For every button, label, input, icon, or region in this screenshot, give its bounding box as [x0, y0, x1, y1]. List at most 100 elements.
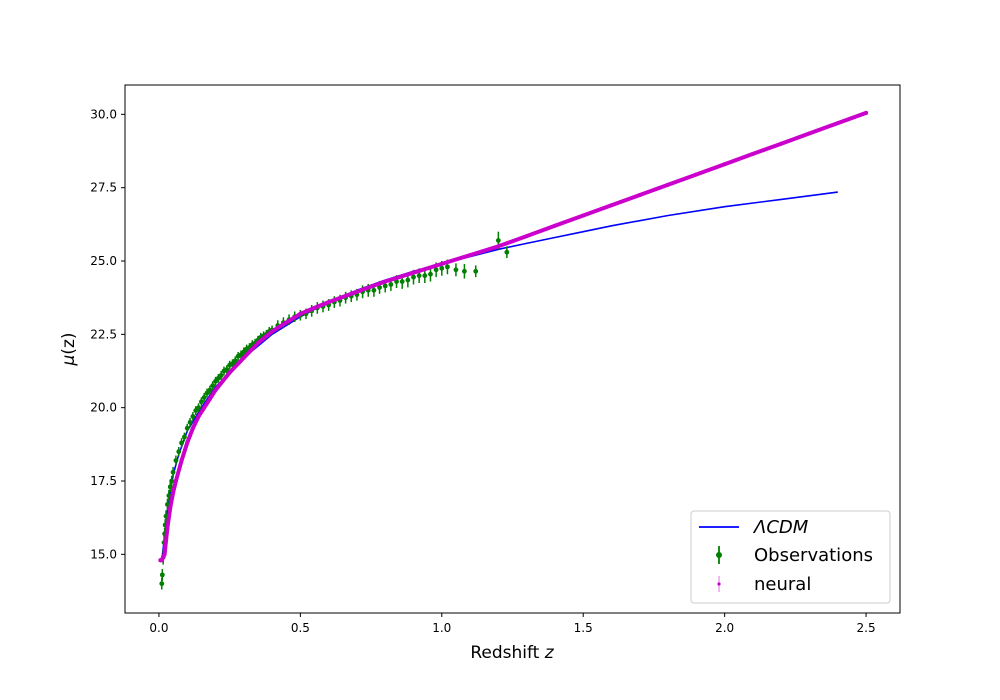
y-tick-label: 22.5 [90, 327, 117, 341]
neural-point [213, 388, 218, 393]
neural-point [227, 370, 232, 375]
legend-observations-label: Observations [754, 545, 873, 566]
legend: ΛCDM Observations neural [690, 510, 891, 604]
neural-point [326, 300, 331, 305]
y-axis-label: μ(z) [59, 332, 79, 366]
observation-point [495, 238, 501, 243]
observation-point [159, 572, 165, 578]
observation-point [184, 425, 190, 431]
x-tick-label: 0.5 [291, 621, 310, 635]
y-tick-label: 30.0 [90, 107, 117, 121]
y-tick-label: 27.5 [90, 181, 117, 195]
neural-point [383, 279, 388, 284]
observation-point [176, 449, 182, 455]
neural-point [779, 141, 784, 146]
observation-point [179, 440, 184, 446]
observation-point [422, 273, 428, 279]
observation-point [388, 282, 394, 287]
neural-point [722, 162, 727, 167]
observation-point [173, 458, 179, 463]
neural-point [609, 203, 614, 208]
x-axis-label-text: Redshift [470, 643, 544, 663]
neural-point [241, 355, 246, 360]
neural-point [312, 305, 317, 310]
neural-point [468, 253, 473, 258]
observation-point [181, 434, 187, 440]
legend-box [690, 510, 891, 604]
neural-point [694, 172, 699, 177]
legend-neural-marker [717, 582, 721, 586]
observation-point [445, 264, 450, 270]
neural-point [581, 213, 586, 218]
neural-point [835, 121, 840, 126]
neural-point [165, 525, 170, 530]
legend-lcdm-label: ΛCDM [752, 517, 809, 538]
x-tick-label: 1.0 [432, 621, 451, 635]
observation-point [210, 383, 216, 389]
observation-point [198, 399, 204, 405]
neural-point [255, 341, 260, 346]
observation-point [428, 271, 433, 277]
neural-point [162, 552, 167, 557]
x-axis-label-var: z [544, 643, 555, 663]
observation-point [159, 581, 165, 587]
observation-point [439, 265, 445, 271]
neural-point [284, 320, 289, 325]
neural-point [666, 182, 671, 187]
neural-point [354, 289, 359, 294]
legend-observations-marker [716, 552, 722, 558]
y-tick-label: 15.0 [90, 547, 117, 561]
observation-point [453, 267, 459, 273]
observation-point [201, 395, 207, 400]
neural-point [171, 490, 176, 495]
observation-point [462, 268, 467, 274]
neural-point [190, 426, 195, 431]
neural-point [159, 558, 164, 563]
observation-point [411, 274, 416, 280]
observation-point [377, 285, 382, 290]
observation-point [399, 279, 405, 284]
y-axis-label-var: μ [59, 355, 79, 367]
observation-point [232, 358, 238, 364]
x-axis: 0.0 0.5 1.0 1.5 2.0 2.5 [149, 613, 876, 635]
neural-point [196, 414, 201, 419]
observation-point [170, 469, 176, 475]
neural-point [185, 440, 190, 445]
observation-point [405, 277, 411, 283]
legend-neural-label: neural [754, 574, 811, 595]
neural-point [439, 261, 444, 266]
neural-point [411, 270, 416, 275]
x-axis-label: Redshift z [470, 643, 554, 663]
observation-point [207, 387, 213, 393]
neural-point [552, 223, 557, 228]
observation-point [433, 267, 439, 273]
observation-point [190, 414, 196, 419]
observation-point [473, 268, 479, 274]
neural-point [637, 193, 642, 197]
y-tick-label: 25.0 [90, 254, 117, 268]
neural-point [179, 458, 184, 463]
neural-point [168, 505, 173, 510]
x-tick-label: 0.0 [149, 621, 168, 635]
x-tick-label: 2.5 [857, 621, 876, 635]
observation-point [166, 493, 172, 499]
x-tick-label: 2.0 [715, 621, 734, 635]
y-axis: 15.0 17.5 20.0 22.5 25.0 27.5 30.0 [90, 107, 125, 561]
neural-point [750, 151, 755, 156]
y-axis-label-arg: (z) [59, 332, 79, 354]
observation-point [504, 249, 510, 255]
y-tick-label: 17.5 [90, 474, 117, 488]
observation-point [382, 283, 388, 289]
y-tick-label: 20.0 [90, 401, 117, 415]
neural-point [173, 479, 178, 483]
neural-point [207, 396, 212, 401]
neural-point [864, 110, 869, 115]
neural-point [524, 234, 529, 239]
observation-point [371, 287, 377, 293]
observation-point [218, 373, 224, 378]
observation-point [416, 273, 422, 279]
observation-point [196, 405, 201, 411]
observation-point [169, 478, 175, 484]
neural-point [496, 244, 501, 249]
